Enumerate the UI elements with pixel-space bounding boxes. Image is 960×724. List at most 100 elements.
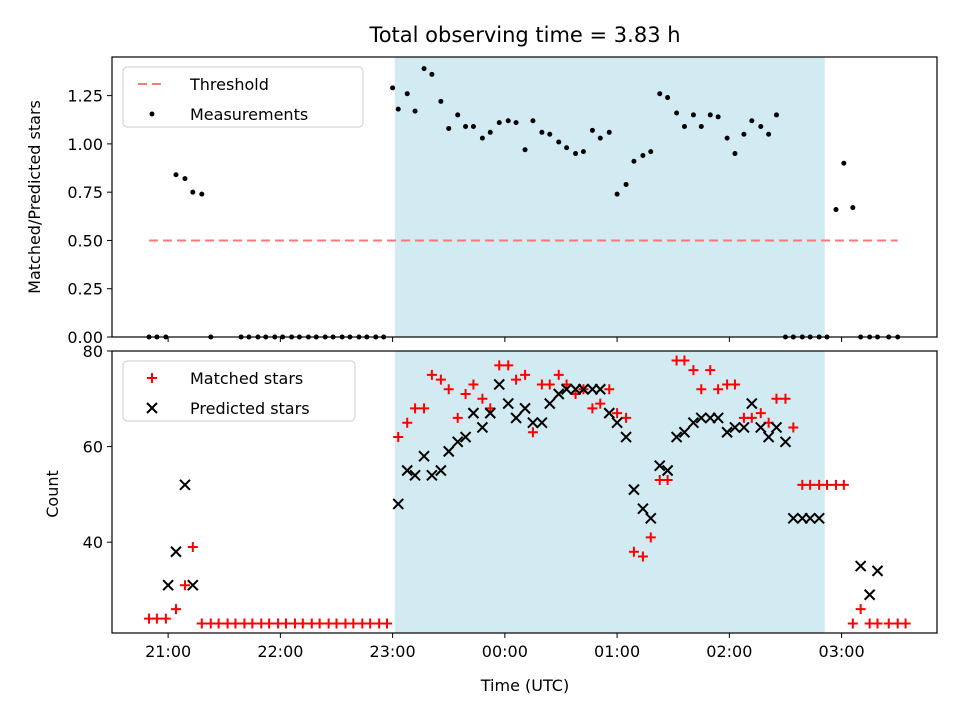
matched-point (872, 618, 883, 629)
matched-point (170, 604, 181, 615)
x-tick-label: 01:00 (594, 642, 640, 661)
measurement-point (681, 124, 687, 130)
predicted-point (620, 431, 632, 443)
measurement-point (455, 112, 461, 118)
predicted-point (695, 412, 707, 424)
predicted-point (762, 431, 775, 443)
matched-point (527, 427, 538, 438)
predicted-point (871, 565, 884, 577)
measurement-point (446, 125, 452, 131)
matched-point (713, 384, 724, 395)
matched-point (729, 379, 740, 390)
measurement-point (580, 149, 586, 155)
measurement-point (741, 131, 747, 137)
matched-point (780, 393, 791, 404)
measurement-point (573, 151, 579, 157)
measurement-point (715, 114, 721, 120)
measurement-point (690, 112, 696, 118)
matched-point (426, 369, 437, 380)
measurement-point (556, 139, 562, 145)
top-observing-span (394, 57, 825, 337)
matched-point (477, 393, 488, 404)
matched-point (771, 393, 782, 404)
matched-point (435, 374, 446, 385)
measurement-point (539, 129, 545, 135)
measurement-point (182, 176, 188, 182)
matched-point (822, 479, 832, 490)
top-axes-frame (111, 56, 938, 338)
matched-point (855, 604, 866, 615)
measurement-point (404, 91, 410, 97)
matched-point (637, 551, 648, 562)
legend-label: Matched stars (190, 369, 303, 388)
predicted-point (678, 426, 691, 438)
matched-point (452, 412, 463, 423)
measurement-point (547, 131, 553, 137)
matched-point (755, 408, 766, 419)
predicted-point (443, 445, 455, 458)
predicted-point (510, 412, 522, 424)
predicted-point (645, 512, 657, 524)
measurement-point (505, 118, 511, 124)
matched-point (187, 541, 198, 552)
measurement-point (623, 181, 629, 187)
matched-point (365, 618, 376, 629)
legend-label: Threshold (189, 75, 269, 94)
legend-label: Predicted stars (190, 399, 310, 418)
measurement-point (758, 124, 764, 130)
matched-point (696, 384, 707, 395)
legend-matched-swatch (147, 373, 157, 383)
measurement-point (390, 85, 396, 91)
predicted-point (594, 383, 606, 395)
bottom-legend: Matched stars Predicted stars (122, 360, 356, 422)
matched-point (628, 546, 639, 557)
predicted-point (435, 464, 447, 477)
measurement-point (631, 158, 637, 164)
matched-point (838, 479, 849, 490)
matched-point (503, 360, 514, 371)
measurement-point (470, 124, 476, 130)
matched-point (788, 422, 799, 433)
matched-point (160, 613, 171, 624)
matched-point (587, 403, 598, 414)
matched-point (196, 618, 207, 629)
matched-point (511, 374, 522, 385)
predicted-point (670, 431, 683, 443)
matched-point (847, 618, 858, 629)
matched-point (805, 479, 816, 490)
predicted-point (560, 383, 573, 395)
legend-measurement-swatch (149, 111, 155, 117)
measurement-point (606, 129, 612, 135)
measurement-point (640, 152, 646, 158)
predicted-point (187, 579, 199, 591)
predicted-point (392, 498, 404, 510)
predicted-point (426, 469, 438, 481)
bottom-series-predicted-stars (162, 378, 884, 601)
matched-point (443, 384, 454, 395)
predicted-point (729, 421, 741, 434)
x-tick-label: 21:00 (145, 642, 191, 661)
top-y-tick-label: 1.25 (67, 87, 103, 106)
top-panel: 0.00 0.25 0.50 0.75 1.00 1.25 Threshold Measure… (67, 56, 938, 347)
measurement-point (648, 149, 654, 155)
predicted-point (863, 589, 876, 601)
x-tick-label: 23:00 (370, 642, 416, 661)
measurement-point (479, 135, 485, 141)
predicted-point (452, 436, 464, 448)
x-axis-label: Time (UTC) (480, 676, 569, 695)
predicted-point (603, 407, 615, 419)
predicted-point (770, 421, 783, 434)
measurement-point (698, 124, 704, 130)
bottom-y-axis-label: Count (43, 470, 62, 518)
measurement-point (395, 106, 401, 112)
predicted-point (401, 464, 413, 477)
top-y-axis-label: Matched/Predicted stars (25, 100, 44, 294)
measurement-point (564, 145, 570, 151)
measurement-point (732, 151, 738, 157)
measurement-point (199, 191, 205, 197)
top-legend: Threshold Measurements (122, 66, 364, 128)
measurement-point (429, 71, 435, 77)
measurement-point (190, 189, 196, 195)
measurement-point (173, 172, 179, 178)
matched-point (468, 379, 479, 390)
